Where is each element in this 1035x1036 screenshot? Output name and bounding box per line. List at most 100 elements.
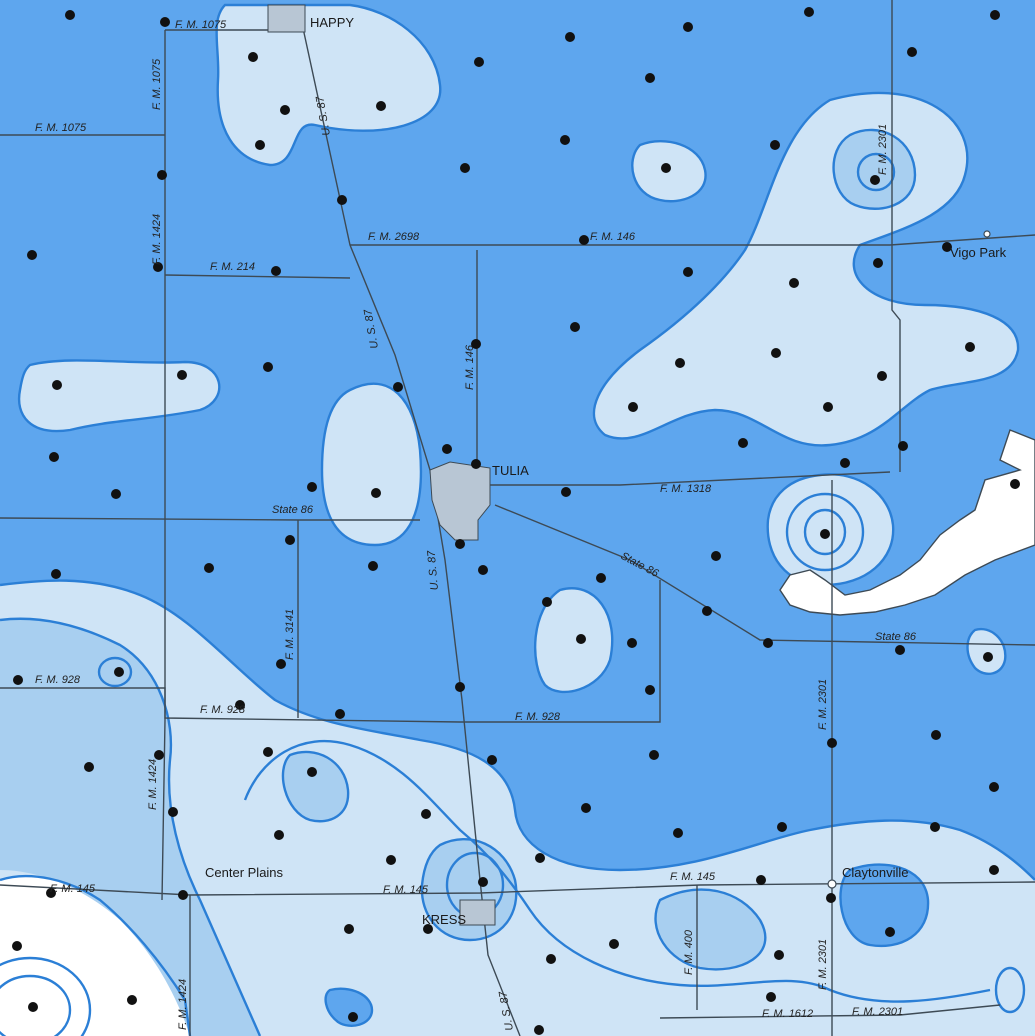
road-fm1075-vert [161, 30, 166, 901]
contour-pocket-west-band [0, 618, 260, 1036]
well-point [51, 569, 61, 579]
well-point [487, 755, 497, 765]
contour-line-east-oval [839, 863, 930, 948]
road-label-fm1424-top: F. M. 1424 [151, 214, 163, 265]
road-label-fm146-vert: F. M. 146 [464, 344, 476, 390]
tulia-town-block [429, 461, 491, 541]
contour-line-kress-ring [420, 838, 518, 942]
well-point [307, 482, 317, 492]
well-point [702, 606, 712, 616]
road-label-fm1075-vert: F. M. 1075 [151, 58, 163, 110]
road-state86-diag [494, 504, 1035, 646]
contour-region-small-oval-2 [535, 588, 613, 692]
well-point [160, 17, 170, 27]
well-point [168, 807, 178, 817]
well-point [683, 267, 693, 277]
well-point [989, 865, 999, 875]
well-point [471, 339, 481, 349]
well-point [27, 250, 37, 260]
well-point [376, 101, 386, 111]
well-point [455, 682, 465, 692]
well-point [111, 489, 121, 499]
well-point [154, 750, 164, 760]
contour-region-small-east [967, 629, 1006, 674]
contour-line-south-pocket [654, 888, 767, 971]
well-point [271, 266, 281, 276]
contour-line-happy [215, 3, 442, 167]
road-label-fm1424-bottom: F. M. 1424 [177, 979, 189, 1030]
well-point [738, 438, 748, 448]
well-point [895, 645, 905, 655]
well-point [645, 685, 655, 695]
well-point [344, 924, 354, 934]
road-label-us87-low: U. S. 87 [425, 549, 440, 591]
road-label-fm2301-top: F. M. 2301 [877, 124, 889, 175]
well-point [280, 105, 290, 115]
well-point [774, 950, 784, 960]
place-claytonville: Claytonville [842, 865, 908, 880]
well-point [789, 278, 799, 288]
well-point [348, 1012, 358, 1022]
vigo-park-marker [983, 230, 991, 238]
well-points [12, 7, 1020, 1035]
well-point [804, 7, 814, 17]
contour-line-ring-east-mid [785, 492, 865, 572]
well-point [965, 342, 975, 352]
well-point [711, 551, 721, 561]
well-point [478, 877, 488, 887]
well-point [827, 738, 837, 748]
well-point [990, 10, 1000, 20]
well-point [673, 828, 683, 838]
contour-line-northeast-core [856, 152, 896, 192]
road-label-state86-left: State 86 [272, 504, 314, 516]
well-point [177, 370, 187, 380]
well-point [627, 638, 637, 648]
kress-town-block [459, 899, 496, 926]
contour-line-corner-ring-2 [0, 956, 92, 1036]
well-point [840, 458, 850, 468]
well-point [478, 565, 488, 575]
road-label-fm145-mid: F. M. 145 [383, 884, 429, 896]
well-point [368, 561, 378, 571]
well-point [274, 830, 284, 840]
road-fm2301-north [891, 0, 901, 472]
contour-pocket-small-ring [282, 751, 349, 822]
well-point [460, 163, 470, 173]
well-point [248, 52, 258, 62]
towns [267, 4, 991, 926]
well-point [535, 853, 545, 863]
contour-region-happy [216, 5, 441, 165]
contour-pockets [0, 129, 929, 1036]
well-point [13, 675, 23, 685]
road-label-fm928-left: F. M. 928 [35, 674, 81, 686]
well-point [576, 634, 586, 644]
place-labels: HAPPY TULIA Vigo Park Center Plains Clay… [205, 15, 1007, 927]
well-point [263, 362, 273, 372]
well-point [763, 638, 773, 648]
well-point [581, 803, 591, 813]
well-point [560, 135, 570, 145]
well-point [898, 441, 908, 451]
well-point [570, 322, 580, 332]
road-state86-west [0, 517, 420, 521]
road-label-fm2698: F. M. 2698 [368, 231, 420, 243]
road-label-fm2301-mid: F. M. 2301 [817, 679, 829, 730]
place-center-plains: Center Plains [205, 865, 284, 880]
well-point [421, 809, 431, 819]
well-point [770, 140, 780, 150]
well-point [870, 175, 880, 185]
contour-pocket-northeast-1 [833, 129, 915, 209]
well-point [114, 667, 124, 677]
well-point [609, 939, 619, 949]
contour-pocket-southwest-corner [0, 876, 190, 1036]
contour-line-se-ring [994, 966, 1026, 1014]
contour-region-tulia-oval [322, 383, 421, 545]
contour-line-southwest-corner [0, 874, 192, 1036]
well-point [777, 822, 787, 832]
well-point [885, 927, 895, 937]
well-point [307, 767, 317, 777]
contour-line-well-ring [97, 656, 133, 688]
well-point [931, 730, 941, 740]
road-label-fm928-mid: F. M. 928 [200, 704, 246, 716]
contour-lines [0, 3, 1035, 1036]
